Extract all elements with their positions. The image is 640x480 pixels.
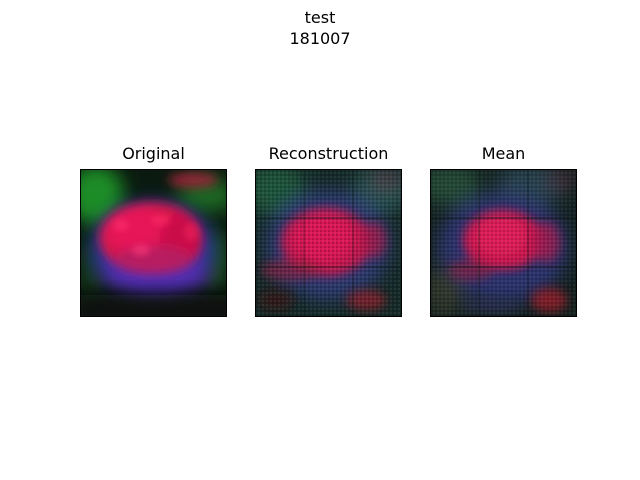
mean-title: Mean <box>481 144 526 163</box>
figure-subtitle: 181007 <box>289 29 351 48</box>
original-image <box>80 169 227 317</box>
reconstruction-image <box>255 169 402 317</box>
figure-title: test <box>304 8 336 27</box>
reconstruction-title: Reconstruction <box>268 144 389 163</box>
original-title: Original <box>122 144 185 163</box>
mean-image <box>430 169 577 317</box>
